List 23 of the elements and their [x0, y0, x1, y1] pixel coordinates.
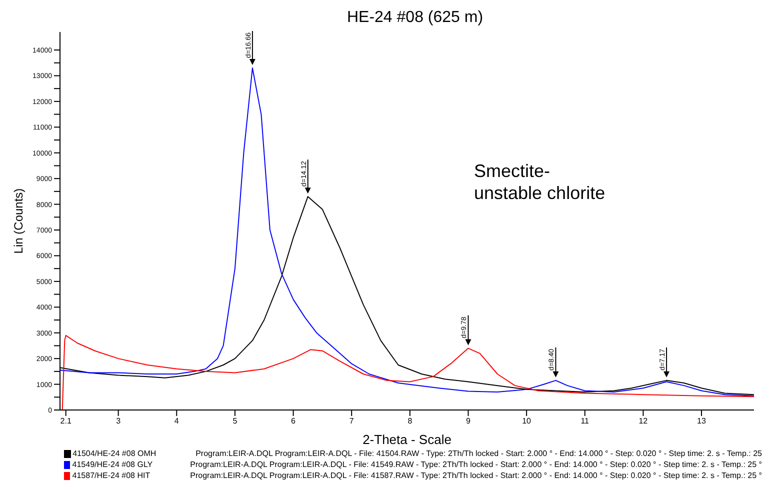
text: Program:LEIR-A.DQL Program:LEIR-A.DQL - File: 41587.RAW - Type: 2Th/Th locked - Start: 2.000 ° - End: 14.000 ° - Step: 0.020 ° - Step time: 2. s - Temp.: 25 ° — [190, 470, 762, 481]
x-tick-label: 8 — [408, 416, 413, 426]
x-tick-label: 12 — [638, 416, 648, 426]
legend-label: 41587/HE-24 #08 HIT — [72, 470, 152, 481]
x-axis-title: 2-Theta - Scale — [362, 432, 452, 447]
legend-label: 41549/HE-24 #08 GLY — [72, 459, 154, 470]
x-tick-label: 7 — [349, 416, 354, 426]
text: Program:LEIR-A.DQL Program:LEIR-A.DQL - File: 41549.RAW - Type: 2Th/Th locked - Start: 2.000 ° - End: 14.000 ° - Step: 0.020 ° - Step time: 2. s - Temp.: 25 ° — [190, 459, 762, 470]
x-tick-label: 10 — [522, 416, 532, 426]
x-tick-label: 11 — [580, 416, 590, 426]
chart-title: HE-24 #08 (625 m) — [346, 8, 484, 28]
y-axis-title: Lin (Counts) — [11, 188, 26, 254]
x-tick-label: 9 — [466, 416, 472, 426]
x-tick-label: 13 — [697, 416, 707, 426]
text: Program:LEIR-A.DQL Program:LEIR-A.DQL - File: 41504.RAW - Type: 2Th/Th locked - Start: 2.000 ° - End: 14.000 ° - Step: 0.020 ° - Step time: 2. s - Temp.: 25 — [196, 448, 762, 459]
x-tick-label: 6 — [291, 416, 296, 426]
x-tick-label: 5 — [232, 416, 238, 426]
line-series — [60, 68, 754, 396]
x-tick-label: 3 — [116, 416, 122, 426]
annotation: Smectite- unstable chlorite — [474, 160, 606, 204]
x-tick-label: 4 — [174, 416, 180, 426]
x-tick-label: 2.1 — [60, 416, 72, 426]
legend-label: 41504/HE-24 #08 OMH — [72, 448, 158, 459]
